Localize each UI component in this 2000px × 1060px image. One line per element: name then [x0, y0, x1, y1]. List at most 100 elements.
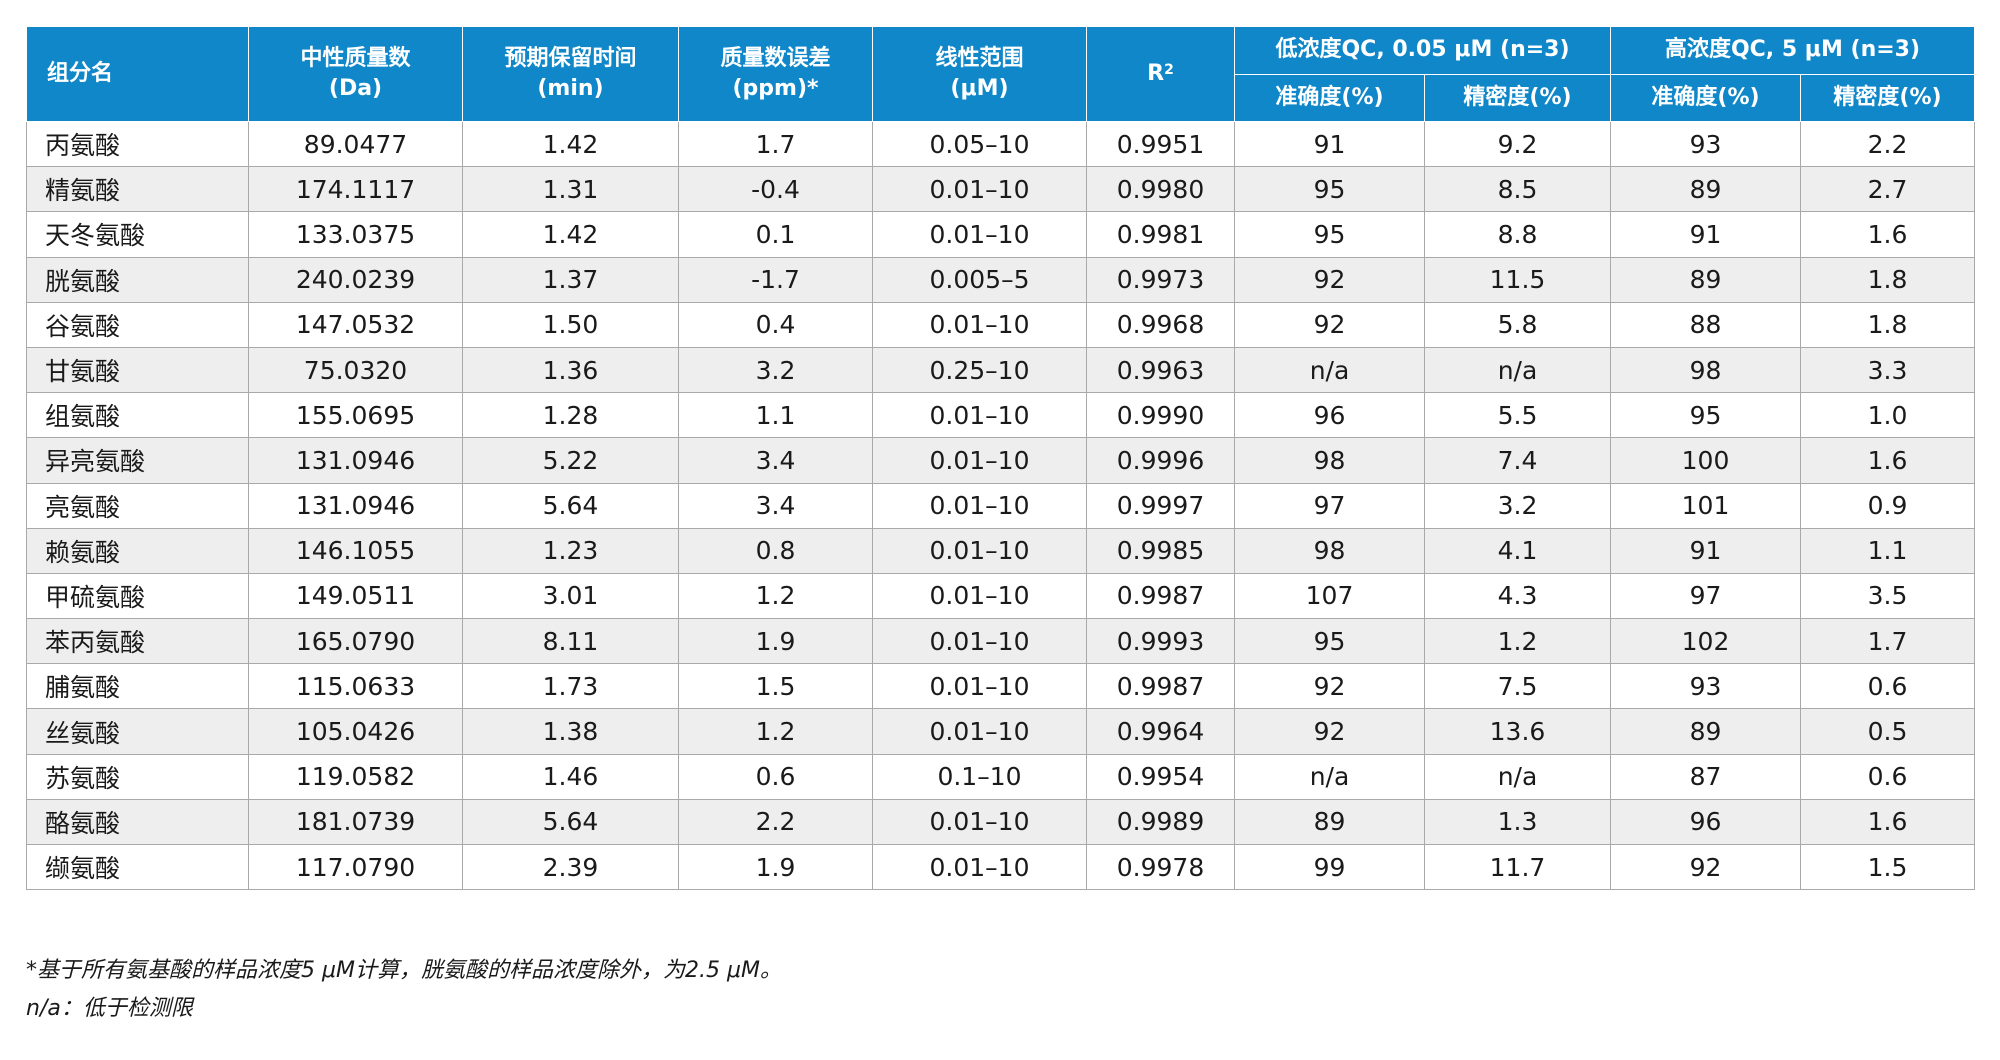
- cell-neutral-mass: 131.0946: [248, 482, 463, 529]
- header-r-squared: R2: [1086, 26, 1235, 122]
- cell-high-precision: 0.6: [1800, 753, 1975, 800]
- cell-low-precision: 8.8: [1424, 211, 1611, 258]
- cell-mass-error: 0.4: [678, 301, 873, 348]
- cell-component: 胱氨酸: [26, 256, 249, 303]
- cell-linear-range: 0.05–10: [872, 120, 1087, 168]
- cell-low-accuracy: 98: [1234, 527, 1425, 574]
- cell-retention-time: 1.42: [462, 211, 679, 258]
- cell-neutral-mass: 240.0239: [248, 256, 463, 303]
- cell-r-squared: 0.9963: [1086, 346, 1235, 394]
- header-r-squared-sup: 2: [1164, 62, 1174, 78]
- cell-low-accuracy: 92: [1234, 301, 1425, 348]
- cell-mass-error: 3.4: [678, 482, 873, 529]
- cell-neutral-mass: 147.0532: [248, 301, 463, 348]
- cell-high-precision: 1.5: [1800, 843, 1975, 891]
- cell-low-accuracy: 107: [1234, 572, 1425, 620]
- cell-mass-error: 1.7: [678, 120, 873, 168]
- cell-retention-time: 1.50: [462, 301, 679, 348]
- table-row: 亮氨酸 131.0946 5.64 3.4 0.01–10 0.9997 97 3.2 101 0…: [26, 482, 1975, 529]
- cell-retention-time: 1.38: [462, 708, 679, 755]
- cell-retention-time: 5.64: [462, 482, 679, 529]
- cell-high-precision: 1.6: [1800, 437, 1975, 484]
- cell-high-accuracy: 98: [1610, 346, 1801, 394]
- cell-retention-time: 3.01: [462, 572, 679, 620]
- cell-low-precision: 5.8: [1424, 301, 1611, 348]
- cell-r-squared: 0.9987: [1086, 572, 1235, 620]
- cell-component: 亮氨酸: [26, 482, 249, 529]
- amino-acid-results-table: 组分名 中性质量数 (Da) 预期保留时间 (min) 质量数误差 (ppm)*…: [26, 26, 1975, 891]
- cell-high-accuracy: 87: [1610, 753, 1801, 800]
- header-linear-range: 线性范围 (μM): [872, 26, 1087, 122]
- cell-neutral-mass: 117.0790: [248, 843, 463, 891]
- table-row: 苯丙氨酸 165.0790 8.11 1.9 0.01–10 0.9993 95 1.2 102…: [26, 618, 1975, 665]
- cell-high-precision: 1.8: [1800, 301, 1975, 348]
- cell-component: 组氨酸: [26, 392, 249, 439]
- cell-low-precision: 4.3: [1424, 572, 1611, 620]
- table-row: 丙氨酸 89.0477 1.42 1.7 0.05–10 0.9951 91 9.2 93 2.2: [26, 120, 1975, 168]
- header-linear-range-line1: 线性范围: [935, 46, 1024, 71]
- cell-retention-time: 1.31: [462, 166, 679, 213]
- cell-r-squared: 0.9997: [1086, 482, 1235, 529]
- cell-high-accuracy: 95: [1610, 392, 1801, 439]
- cell-low-precision: 7.4: [1424, 437, 1611, 484]
- cell-high-accuracy: 97: [1610, 572, 1801, 620]
- cell-component: 苯丙氨酸: [26, 618, 249, 665]
- table-header: 组分名 中性质量数 (Da) 预期保留时间 (min) 质量数误差 (ppm)*…: [26, 26, 1975, 122]
- cell-component: 丙氨酸: [26, 120, 249, 168]
- cell-r-squared: 0.9987: [1086, 663, 1235, 710]
- cell-linear-range: 0.01–10: [872, 301, 1087, 348]
- cell-low-precision: 5.5: [1424, 392, 1611, 439]
- cell-high-precision: 1.6: [1800, 798, 1975, 846]
- cell-retention-time: 8.11: [462, 618, 679, 665]
- cell-high-precision: 1.1: [1800, 527, 1975, 574]
- cell-r-squared: 0.9993: [1086, 618, 1235, 665]
- header-mass-error-line2: (ppm)*: [732, 76, 819, 101]
- cell-component: 甲硫氨酸: [26, 572, 249, 620]
- cell-low-precision: n/a: [1424, 753, 1611, 800]
- cell-mass-error: 1.1: [678, 392, 873, 439]
- cell-neutral-mass: 75.0320: [248, 346, 463, 394]
- header-mass-error: 质量数误差 (ppm)*: [678, 26, 873, 122]
- cell-mass-error: 1.9: [678, 843, 873, 891]
- cell-mass-error: 3.2: [678, 346, 873, 394]
- header-component: 组分名: [26, 26, 249, 122]
- cell-high-precision: 1.8: [1800, 256, 1975, 303]
- cell-neutral-mass: 181.0739: [248, 798, 463, 846]
- cell-r-squared: 0.9980: [1086, 166, 1235, 213]
- header-neutral-mass-line2: (Da): [328, 76, 383, 101]
- cell-mass-error: -0.4: [678, 166, 873, 213]
- cell-low-precision: 13.6: [1424, 708, 1611, 755]
- cell-retention-time: 2.39: [462, 843, 679, 891]
- cell-low-precision: 4.1: [1424, 527, 1611, 574]
- cell-low-precision: 3.2: [1424, 482, 1611, 529]
- cell-component: 异亮氨酸: [26, 437, 249, 484]
- cell-high-accuracy: 89: [1610, 166, 1801, 213]
- cell-low-precision: 7.5: [1424, 663, 1611, 710]
- cell-retention-time: 1.28: [462, 392, 679, 439]
- cell-mass-error: 1.2: [678, 708, 873, 755]
- cell-low-accuracy: 97: [1234, 482, 1425, 529]
- cell-retention-time: 1.42: [462, 120, 679, 168]
- cell-high-accuracy: 92: [1610, 843, 1801, 891]
- header-high-precision: 精密度(%): [1800, 73, 1975, 122]
- cell-high-precision: 2.2: [1800, 120, 1975, 168]
- header-neutral-mass-line1: 中性质量数: [300, 46, 411, 71]
- cell-low-precision: 1.2: [1424, 618, 1611, 665]
- header-retention-time: 预期保留时间 (min): [462, 26, 679, 122]
- table-row: 酪氨酸 181.0739 5.64 2.2 0.01–10 0.9989 89 1.3 96 1.…: [26, 798, 1975, 846]
- cell-neutral-mass: 174.1117: [248, 166, 463, 213]
- cell-mass-error: 1.2: [678, 572, 873, 620]
- cell-retention-time: 1.46: [462, 753, 679, 800]
- cell-low-precision: 11.5: [1424, 256, 1611, 303]
- cell-linear-range: 0.01–10: [872, 708, 1087, 755]
- cell-high-accuracy: 102: [1610, 618, 1801, 665]
- cell-linear-range: 0.01–10: [872, 798, 1087, 846]
- cell-r-squared: 0.9964: [1086, 708, 1235, 755]
- table-row: 赖氨酸 146.1055 1.23 0.8 0.01–10 0.9985 98 4.1 91 1.…: [26, 527, 1975, 574]
- cell-linear-range: 0.25–10: [872, 346, 1087, 394]
- cell-mass-error: 1.5: [678, 663, 873, 710]
- cell-neutral-mass: 131.0946: [248, 437, 463, 484]
- cell-high-accuracy: 91: [1610, 211, 1801, 258]
- cell-low-accuracy: n/a: [1234, 753, 1425, 800]
- cell-neutral-mass: 119.0582: [248, 753, 463, 800]
